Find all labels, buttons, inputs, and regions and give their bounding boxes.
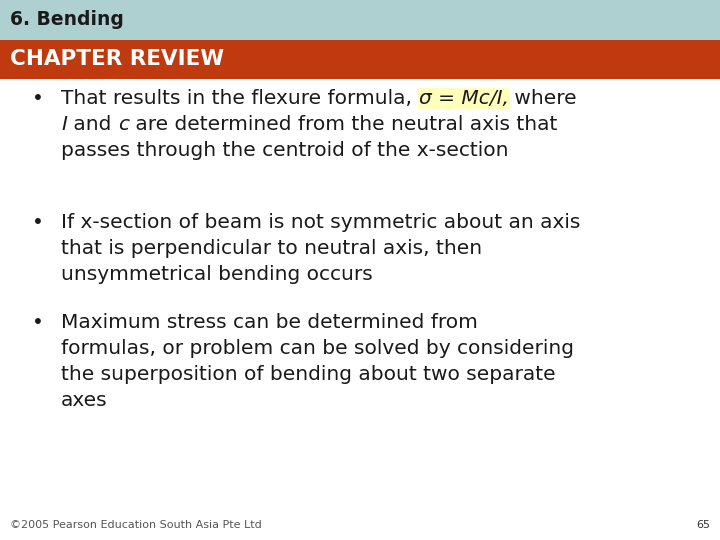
Text: •: • (32, 89, 44, 108)
Text: That results in the flexure formula,: That results in the flexure formula, (61, 89, 418, 108)
Text: where: where (508, 89, 577, 108)
Text: Maximum stress can be determined from: Maximum stress can be determined from (61, 313, 478, 332)
Text: that is perpendicular to neutral axis, then: that is perpendicular to neutral axis, t… (61, 239, 482, 258)
Text: ©2005 Pearson Education South Asia Pte Ltd: ©2005 Pearson Education South Asia Pte L… (10, 520, 262, 530)
Text: CHAPTER REVIEW: CHAPTER REVIEW (10, 49, 224, 70)
Text: unsymmetrical bending occurs: unsymmetrical bending occurs (61, 265, 373, 284)
Text: formulas, or problem can be solved by considering: formulas, or problem can be solved by co… (61, 339, 575, 358)
Text: •: • (32, 213, 44, 232)
Text: I: I (61, 115, 67, 134)
Text: c: c (118, 115, 129, 134)
Text: passes through the centroid of the x-section: passes through the centroid of the x-sec… (61, 141, 509, 160)
Text: 65: 65 (696, 520, 710, 530)
Text: and: and (67, 115, 118, 134)
Text: axes: axes (61, 391, 108, 410)
Text: If x-section of beam is not symmetric about an axis: If x-section of beam is not symmetric ab… (61, 213, 580, 232)
Text: •: • (32, 313, 44, 332)
Text: the superposition of bending about two separate: the superposition of bending about two s… (61, 365, 556, 384)
Text: 6. Bending: 6. Bending (10, 10, 124, 30)
Bar (0, 40, 720, 79)
Text: σ = Mc/I,: σ = Mc/I, (418, 89, 508, 108)
Text: are determined from the neutral axis that: are determined from the neutral axis tha… (129, 115, 557, 134)
Bar (0, 0, 720, 40)
